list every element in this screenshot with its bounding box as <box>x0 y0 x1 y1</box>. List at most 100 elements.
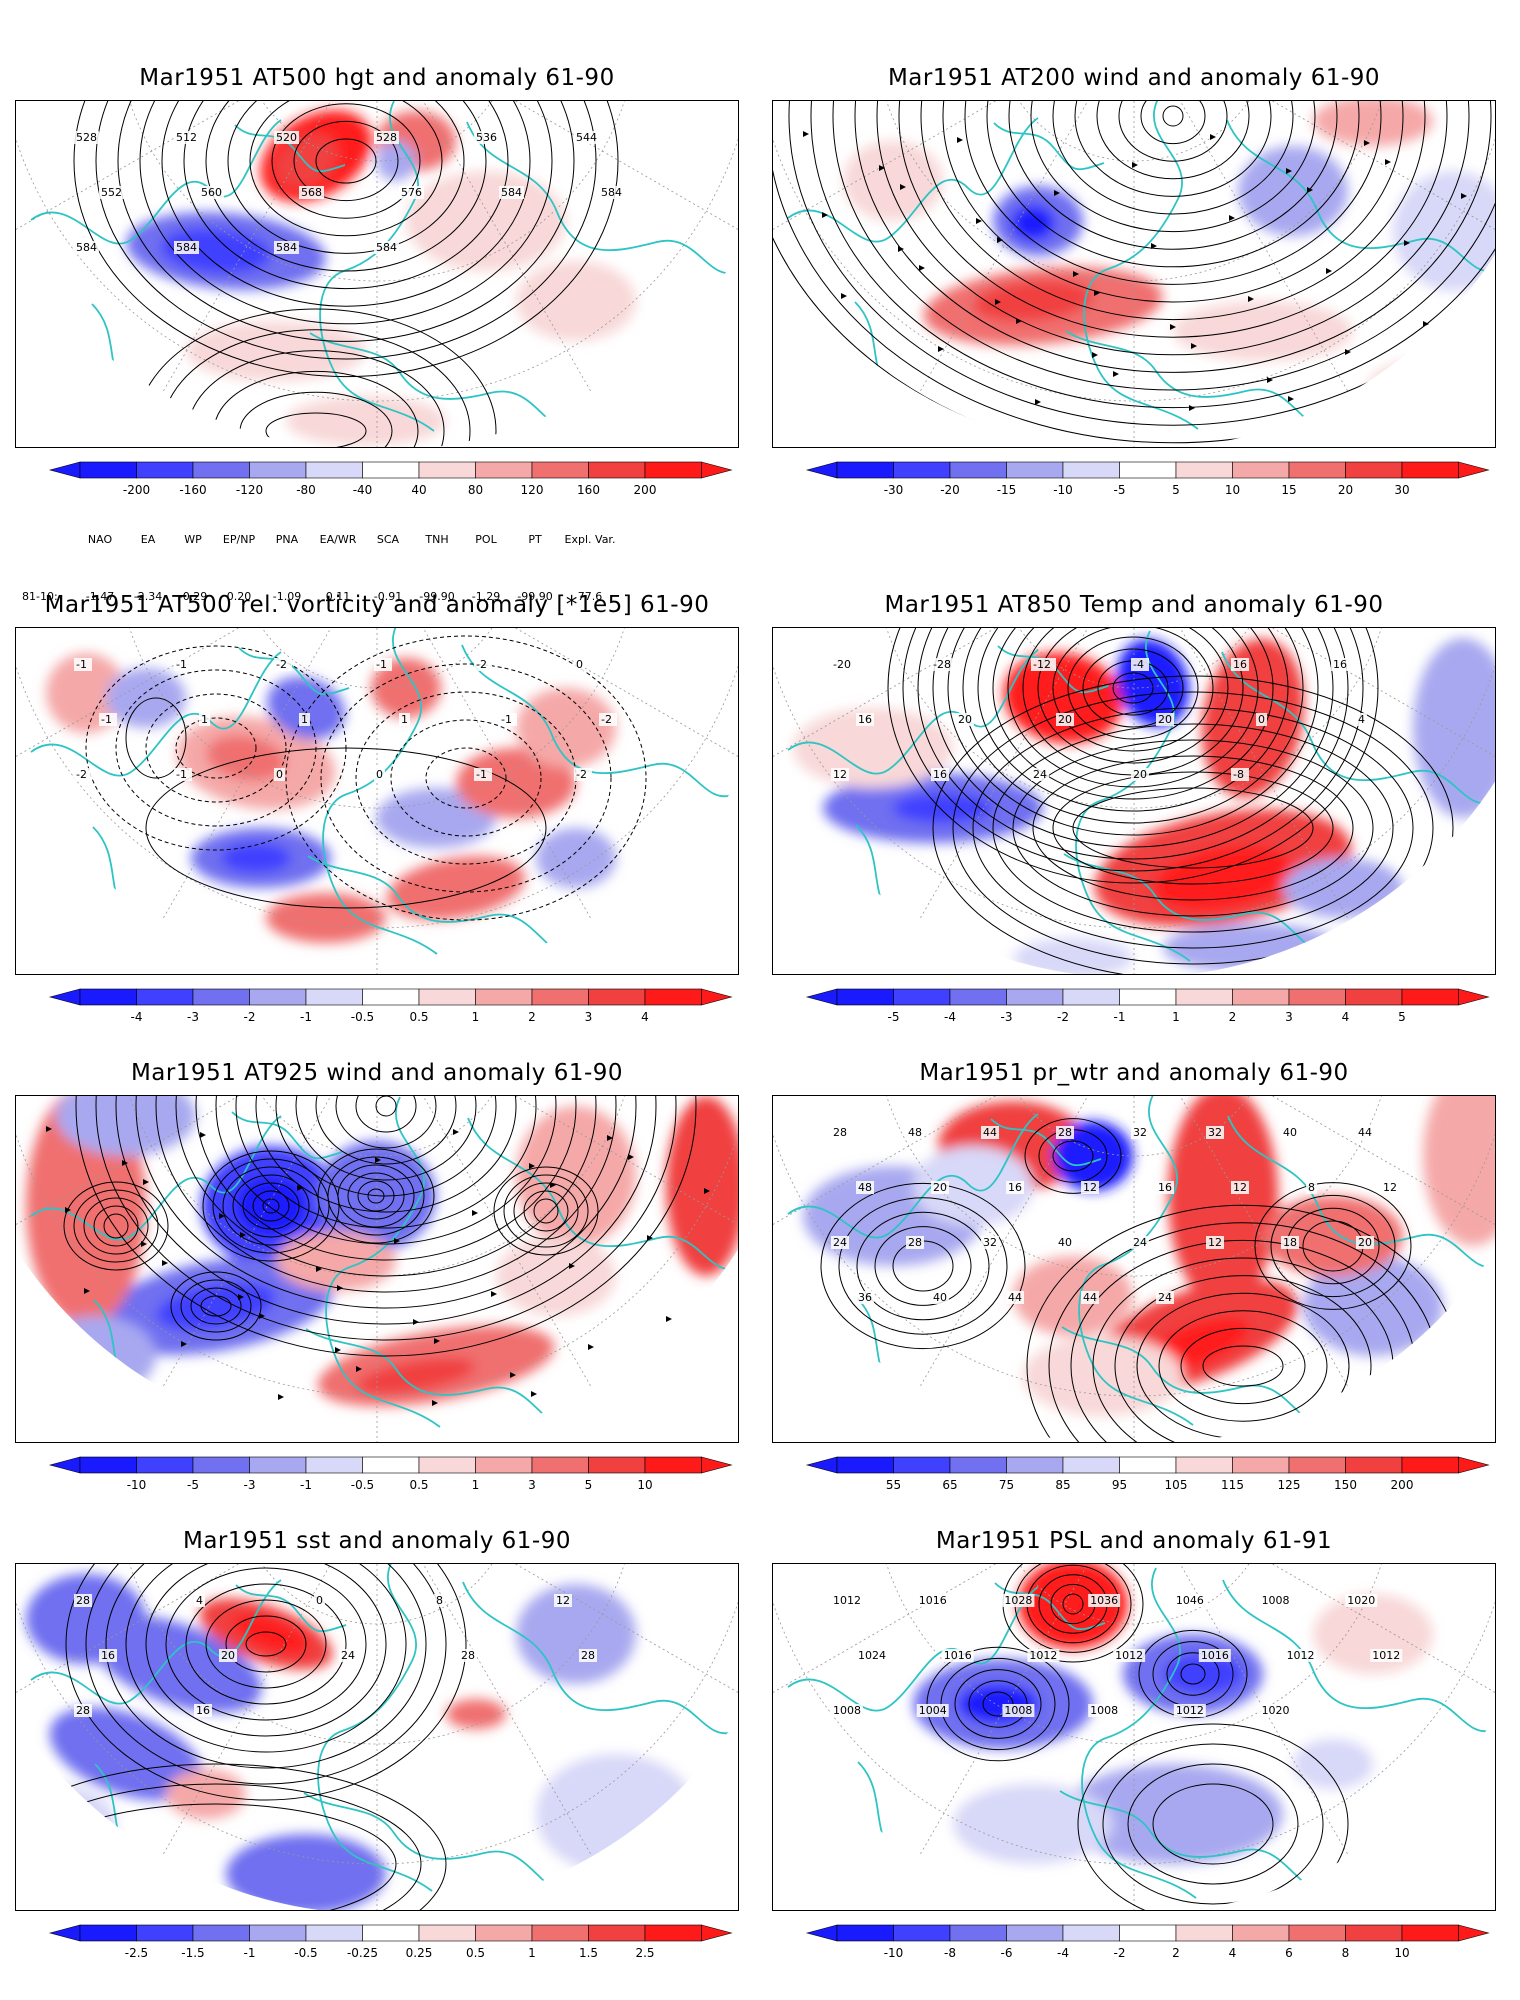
colorbar-tick-label: 4 <box>641 1010 649 1024</box>
map-hemisphere: 528 512 520 528 536 544 552 560 568 576 584 584 584 5… <box>16 101 738 447</box>
colorbar-tick-label: -1 <box>300 1010 312 1024</box>
contour-label-bg <box>274 768 285 781</box>
colorbar: -5 -4 -3 -2 -1 1 2 3 4 5 <box>772 985 1496 1035</box>
colorbar-high-arrow <box>701 1924 733 1942</box>
contour-label-bg <box>434 1594 445 1607</box>
contour-label-bg <box>219 1649 237 1662</box>
contour-line <box>327 1156 425 1236</box>
colorbar-bin <box>192 988 250 1006</box>
wind-arrow <box>803 131 809 137</box>
colorbar-bin <box>1062 1456 1120 1474</box>
contour-line <box>425 747 507 809</box>
contour-line <box>1052 628 1214 752</box>
map-frame: 528 512 520 528 536 544 552 560 568 576 584 584 584 5… <box>15 100 739 448</box>
colorbar-bin <box>1175 1456 1233 1474</box>
contour-line <box>73 1189 159 1263</box>
contour-label: 1016 <box>1201 1649 1229 1662</box>
contour-label-bg <box>339 1649 357 1662</box>
map-svg <box>16 1096 738 1442</box>
colorbar-high-arrow <box>701 461 733 479</box>
contour-line <box>1127 1763 1299 1885</box>
contour-label: 1036 <box>1090 1594 1118 1607</box>
contour-line <box>252 1190 290 1222</box>
contour-label-bg <box>174 658 192 671</box>
contour-label: 40 <box>1058 1236 1072 1249</box>
index-header: POL <box>475 533 497 546</box>
map-svg: 1012 1016 1028 1036 1046 1008 1020 1024 1016 1012… <box>773 1564 1495 1910</box>
contour-label-bg <box>856 1181 874 1194</box>
colorbar-tick-label: -2 <box>1114 1946 1126 1960</box>
anomaly-region <box>1168 1096 1278 1306</box>
contour-label: 0 <box>276 768 283 781</box>
streamline-arrows <box>803 131 1467 411</box>
contour-line <box>1162 105 1184 127</box>
colorbar-tick-label: -0.25 <box>347 1946 378 1960</box>
colorbar-bin <box>362 988 420 1006</box>
colorbar-bin <box>362 1456 420 1474</box>
contour-line <box>95 101 597 360</box>
contour-label-bg <box>1370 1649 1403 1662</box>
wind-arrow <box>1229 215 1235 221</box>
wind-arrow <box>1286 168 1292 174</box>
wind-arrow <box>1170 324 1176 330</box>
contour-label: 1008 <box>1262 1594 1290 1607</box>
map-svg <box>773 101 1495 447</box>
colorbar-tick-label: -8 <box>944 1946 956 1960</box>
contour-label-bg <box>499 186 524 199</box>
contour-label-bg <box>1206 1126 1224 1139</box>
coastline-segment <box>325 1096 441 1428</box>
colorbar-tick-label: -20 <box>940 483 960 497</box>
contour-line <box>947 628 1319 836</box>
contour-line <box>952 691 1434 965</box>
colorbar-tick-label: 75 <box>999 1478 1014 1492</box>
colorbar-tick-label: -3 <box>1001 1010 1013 1024</box>
coastline-segment <box>235 1584 347 1633</box>
colorbar-tick-label: 2.5 <box>635 1946 654 1960</box>
contour-label-bg <box>1156 1181 1174 1194</box>
wind-arrow <box>1035 399 1041 405</box>
anomaly-region <box>446 1699 506 1729</box>
colorbar-bin <box>893 1924 951 1942</box>
contour-line <box>355 1096 417 1133</box>
contour-label: -1 <box>176 768 187 781</box>
colorbar-low-arrow <box>805 1456 838 1474</box>
colorbar-bin <box>1345 988 1403 1006</box>
contour-label-bg <box>1113 1649 1146 1662</box>
contour-label: 24 <box>1033 768 1047 781</box>
colorbar-tick-label: 40 <box>411 483 426 497</box>
contour-label-bg <box>299 186 324 199</box>
contour-line <box>1072 787 1314 869</box>
contour-line <box>1202 1345 1284 1387</box>
anomaly-region <box>536 828 616 888</box>
colorbar-low-arrow <box>48 1924 81 1942</box>
wind-arrow <box>685 1397 691 1403</box>
colorbar-svg: -4 -3 -2 -1 -0.5 0.5 1 2 3 4 <box>48 988 733 1024</box>
contour-label-bg <box>459 1649 477 1662</box>
contour-line <box>1007 628 1259 788</box>
contour-label-bg <box>1156 713 1174 726</box>
contour-line <box>977 628 1289 812</box>
index-value: -2.34 <box>133 590 163 603</box>
contour-label: 44 <box>983 1126 997 1139</box>
colorbar-bin <box>588 1924 646 1942</box>
contour-label: 12 <box>556 1594 570 1607</box>
contour-line <box>856 1211 990 1321</box>
colorbar-bin <box>588 988 646 1006</box>
contour-line <box>898 101 1448 338</box>
colorbar-bin <box>136 1924 194 1942</box>
colorbar-tick-label: -2.5 <box>125 1946 148 1960</box>
contour-label: 16 <box>1233 658 1247 671</box>
contour-line <box>180 1279 252 1333</box>
panel-prwtr: Mar1951 pr_wtr and anomaly 61-90 28 48 44 28… <box>772 1053 1496 1513</box>
contour-label-bg <box>374 241 399 254</box>
contour-line <box>215 1096 557 1245</box>
contour-label: 560 <box>201 186 222 199</box>
contour-label: 28 <box>76 1594 90 1607</box>
colorbar-bin <box>418 1456 476 1474</box>
contour-line <box>838 1197 1008 1335</box>
wind-arrow <box>240 1232 246 1238</box>
contour-label: 528 <box>76 131 97 144</box>
index-value: 77.6 <box>577 590 603 603</box>
anomaly-region <box>496 1236 616 1316</box>
contour-label-bg <box>579 1649 597 1662</box>
